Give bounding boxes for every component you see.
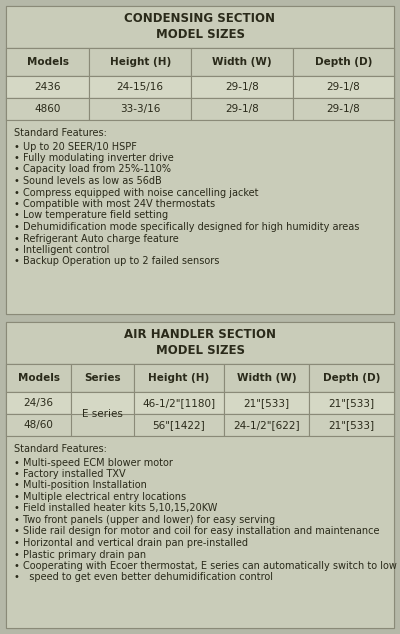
Text: Width (W): Width (W) bbox=[212, 57, 272, 67]
Text: 21"[533]: 21"[533] bbox=[328, 420, 374, 430]
Bar bbox=[90, 48, 191, 76]
Text: Depth (D): Depth (D) bbox=[323, 373, 380, 383]
Bar bbox=[6, 6, 394, 48]
Text: Height (H): Height (H) bbox=[110, 57, 171, 67]
Text: Width (W): Width (W) bbox=[237, 373, 296, 383]
Bar bbox=[6, 98, 90, 120]
Bar bbox=[71, 392, 134, 436]
Text: • Up to 20 SEER/10 HSPF: • Up to 20 SEER/10 HSPF bbox=[14, 141, 137, 152]
Bar bbox=[309, 414, 394, 436]
Text: 29-1/8: 29-1/8 bbox=[326, 82, 360, 92]
Text: • Dehumidification mode specifically designed for high humidity areas: • Dehumidification mode specifically des… bbox=[14, 222, 359, 232]
Text: 24-1/2"[622]: 24-1/2"[622] bbox=[233, 420, 300, 430]
Bar bbox=[224, 414, 309, 436]
Bar bbox=[90, 98, 191, 120]
Text: • Intelligent control: • Intelligent control bbox=[14, 245, 109, 255]
Bar bbox=[6, 364, 394, 392]
Text: • Refrigerant Auto charge feature: • Refrigerant Auto charge feature bbox=[14, 233, 179, 243]
Bar bbox=[6, 76, 90, 98]
Bar bbox=[6, 392, 394, 414]
Text: CONDENSING SECTION
MODEL SIZES: CONDENSING SECTION MODEL SIZES bbox=[124, 13, 276, 41]
Text: • Two front panels (upper and lower) for easy serving: • Two front panels (upper and lower) for… bbox=[14, 515, 275, 525]
Text: 29-1/8: 29-1/8 bbox=[225, 104, 259, 114]
Text: • Multiple electrical entry locations: • Multiple electrical entry locations bbox=[14, 492, 186, 502]
Bar bbox=[6, 48, 90, 76]
Bar bbox=[6, 322, 394, 364]
Text: 48/60: 48/60 bbox=[24, 420, 54, 430]
Bar bbox=[6, 98, 394, 120]
Text: • Multi-position Installation: • Multi-position Installation bbox=[14, 481, 147, 491]
Bar bbox=[134, 414, 224, 436]
Bar bbox=[6, 392, 71, 414]
Bar bbox=[6, 6, 394, 314]
Bar bbox=[6, 414, 71, 436]
Bar bbox=[224, 392, 309, 414]
Text: Height (H): Height (H) bbox=[148, 373, 210, 383]
Bar bbox=[309, 392, 394, 414]
Bar bbox=[191, 76, 293, 98]
Text: Depth (D): Depth (D) bbox=[315, 57, 372, 67]
Text: 24-15/16: 24-15/16 bbox=[117, 82, 164, 92]
Text: •   speed to get even better dehumidification control: • speed to get even better dehumidificat… bbox=[14, 573, 273, 583]
Text: • Low temperature field setting: • Low temperature field setting bbox=[14, 210, 168, 221]
Bar bbox=[6, 436, 394, 628]
Bar bbox=[134, 364, 224, 392]
Text: 29-1/8: 29-1/8 bbox=[225, 82, 259, 92]
Text: • Capacity load from 25%-110%: • Capacity load from 25%-110% bbox=[14, 164, 171, 174]
Text: E series: E series bbox=[82, 409, 123, 419]
Text: • Compatible with most 24V thermostats: • Compatible with most 24V thermostats bbox=[14, 199, 215, 209]
Text: • Fully modulating inverter drive: • Fully modulating inverter drive bbox=[14, 153, 174, 163]
Bar bbox=[293, 98, 394, 120]
Text: 4860: 4860 bbox=[34, 104, 61, 114]
Bar bbox=[134, 392, 224, 414]
Text: Standard Features:: Standard Features: bbox=[14, 128, 107, 138]
Text: • Cooperating with Ecoer thermostat, E series can automatically switch to low: • Cooperating with Ecoer thermostat, E s… bbox=[14, 561, 397, 571]
Text: 56"[1422]: 56"[1422] bbox=[153, 420, 206, 430]
Text: • Backup Operation up to 2 failed sensors: • Backup Operation up to 2 failed sensor… bbox=[14, 257, 219, 266]
Text: Series: Series bbox=[84, 373, 121, 383]
Bar bbox=[224, 364, 309, 392]
Bar bbox=[191, 48, 293, 76]
Text: Models: Models bbox=[27, 57, 69, 67]
Bar bbox=[293, 76, 394, 98]
Text: • Factory installed TXV: • Factory installed TXV bbox=[14, 469, 126, 479]
Text: • Horizontal and vertical drain pan pre-installed: • Horizontal and vertical drain pan pre-… bbox=[14, 538, 248, 548]
Text: 21"[533]: 21"[533] bbox=[328, 398, 374, 408]
Text: Models: Models bbox=[18, 373, 60, 383]
Text: • Compress equipped with noise cancelling jacket: • Compress equipped with noise cancellin… bbox=[14, 188, 258, 198]
Text: 24/36: 24/36 bbox=[24, 398, 54, 408]
Text: • Multi-speed ECM blower motor: • Multi-speed ECM blower motor bbox=[14, 458, 173, 467]
Bar bbox=[6, 76, 394, 98]
Bar bbox=[6, 414, 394, 436]
Text: 2436: 2436 bbox=[34, 82, 61, 92]
Text: • Plastic primary drain pan: • Plastic primary drain pan bbox=[14, 550, 146, 559]
Text: 29-1/8: 29-1/8 bbox=[326, 104, 360, 114]
Text: AIR HANDLER SECTION
MODEL SIZES: AIR HANDLER SECTION MODEL SIZES bbox=[124, 328, 276, 358]
Bar bbox=[90, 76, 191, 98]
Bar bbox=[6, 120, 394, 314]
Bar bbox=[6, 364, 71, 392]
Text: • Sound levels as low as 56dB: • Sound levels as low as 56dB bbox=[14, 176, 162, 186]
Bar bbox=[309, 364, 394, 392]
Text: 21"[533]: 21"[533] bbox=[244, 398, 290, 408]
Bar bbox=[293, 48, 394, 76]
Text: • Slide rail design for motor and coil for easy installation and maintenance: • Slide rail design for motor and coil f… bbox=[14, 526, 380, 536]
Text: 33-3/16: 33-3/16 bbox=[120, 104, 160, 114]
Text: • Field installed heater kits 5,10,15,20KW: • Field installed heater kits 5,10,15,20… bbox=[14, 503, 217, 514]
Bar bbox=[191, 98, 293, 120]
Bar bbox=[6, 322, 394, 628]
Bar bbox=[71, 364, 134, 392]
Text: Standard Features:: Standard Features: bbox=[14, 444, 107, 454]
Text: 46-1/2"[1180]: 46-1/2"[1180] bbox=[142, 398, 216, 408]
Bar bbox=[6, 48, 394, 76]
